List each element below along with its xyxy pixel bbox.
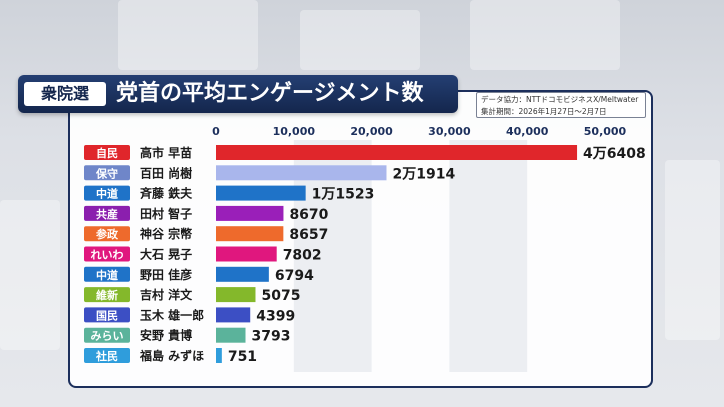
bar	[216, 165, 387, 181]
party-tag	[84, 266, 130, 282]
party-tag	[84, 205, 130, 221]
bar	[216, 266, 269, 282]
bar-value-label: 5075	[261, 288, 300, 304]
party-label: 保守	[95, 166, 118, 180]
bar	[216, 246, 277, 262]
party-label: 共産	[96, 207, 118, 221]
party-label: れいわ	[91, 249, 124, 262]
x-tick-label: 0	[212, 125, 220, 138]
background-tile	[0, 200, 60, 350]
bar-value-label: 8670	[289, 207, 328, 223]
party-tag	[84, 246, 130, 262]
bar-value-label: 3793	[252, 329, 291, 345]
title-tag: 衆院選	[24, 82, 106, 106]
bar	[216, 287, 256, 303]
party-label: 社民	[95, 349, 118, 363]
party-label: 中道	[96, 268, 118, 282]
source-credit: データ協力：NTTドコモビジネスX/Meltwater	[481, 95, 639, 104]
party-tag	[84, 165, 130, 181]
leader-name: 玉木 雄一郎	[140, 307, 204, 322]
party-tag	[84, 348, 130, 363]
data-source-box: データ協力：NTTドコモビジネスX/Meltwater 集計期間：2026年1月…	[476, 92, 646, 118]
background-tile	[300, 10, 420, 70]
source-period: 集計期間：2026年1月27日〜2月7日	[481, 107, 607, 116]
bar-value-label: 6794	[275, 268, 314, 284]
x-tick-label: 50,000	[584, 125, 627, 138]
party-label: 中道	[96, 187, 118, 201]
bar-value-label: 4万6408	[583, 146, 646, 162]
leader-name: 高市 早苗	[140, 145, 192, 160]
party-label: 参政	[96, 227, 119, 241]
leader-name: 神谷 宗幣	[140, 226, 192, 241]
bar	[216, 307, 251, 323]
bar-value-label: 7802	[283, 248, 322, 264]
bar	[216, 185, 306, 201]
leader-name: 吉村 洋文	[140, 287, 193, 302]
leader-name: 百田 尚樹	[140, 165, 192, 180]
x-tick-label: 20,000	[350, 125, 393, 138]
leader-name: 田村 智子	[140, 206, 192, 221]
bar	[216, 226, 284, 242]
party-tag	[84, 287, 130, 303]
x-tick-label: 40,000	[506, 125, 549, 138]
party-tag	[84, 327, 130, 343]
party-label: 維新	[96, 288, 118, 302]
bar-value-label: 751	[228, 349, 257, 365]
leader-name: 安野 貴博	[140, 328, 192, 343]
background-tile	[470, 0, 620, 70]
leader-name: 福島 みずほ	[139, 348, 204, 363]
party-label: みらい	[91, 330, 124, 343]
x-tick-label: 30,000	[428, 125, 471, 138]
party-label: 自民	[96, 146, 118, 160]
bar	[216, 205, 284, 221]
page-title: 党首の平均エンゲージメント数	[116, 81, 424, 106]
background-tile	[118, 0, 258, 70]
bar-value-label: 2万1914	[392, 166, 455, 182]
bar	[216, 327, 246, 343]
grid-band	[449, 140, 528, 372]
bar	[216, 145, 578, 160]
leader-name: 大石 晃子	[140, 247, 192, 262]
bar-value-label: 8657	[289, 227, 328, 243]
background-tile	[665, 160, 720, 340]
party-tag	[84, 226, 130, 242]
leader-name: 斉藤 鉄夫	[140, 186, 193, 201]
party-tag	[84, 185, 130, 201]
party-label: 国民	[96, 309, 118, 322]
party-tag	[84, 145, 130, 160]
party-tag	[84, 307, 130, 323]
bar-value-label: 4399	[256, 308, 295, 324]
x-tick-label: 10,000	[273, 125, 316, 138]
leader-name: 野田 佳彦	[140, 267, 192, 282]
bar	[216, 348, 222, 363]
bar-value-label: 1万1523	[312, 187, 375, 203]
